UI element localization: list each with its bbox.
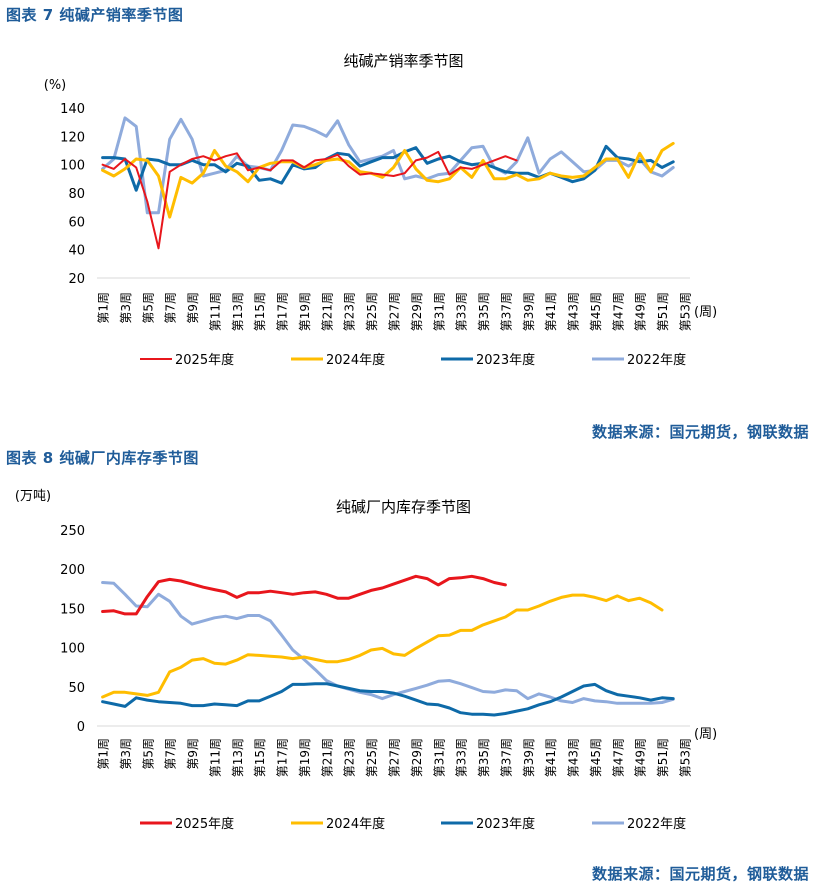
x-tick-label: 第51周 [656, 292, 670, 331]
x-tick-label: 第5周 [141, 292, 155, 324]
figure-7-source: 数据来源：国元期货，钢联数据 [591, 423, 809, 441]
figure-8-caption: 图表 8 纯碱厂内库存季节图 [6, 449, 199, 467]
x-tick-label: 第29周 [410, 292, 424, 331]
x-tick-label: 第7周 [164, 738, 178, 770]
chart-title: 纯碱产销率季节图 [343, 52, 463, 70]
x-tick-label: 第9周 [186, 738, 200, 770]
x-tick-label: 第39周 [522, 738, 536, 777]
x-tick-label: 第11周 [208, 292, 222, 331]
x-tick-label: 第25周 [365, 738, 379, 777]
y-tick-label: 250 [60, 524, 85, 539]
y-tick-label: 20 [68, 272, 85, 287]
y-axis-unit: (万吨) [15, 489, 51, 504]
x-tick-label: 第27周 [388, 738, 402, 777]
y-tick-label: 120 [60, 130, 85, 145]
y-tick-label: 60 [68, 215, 85, 230]
x-tick-label: 第21周 [320, 292, 334, 331]
x-tick-label: 第17周 [276, 738, 290, 777]
x-tick-label: 第43周 [567, 292, 581, 331]
figure-7-caption: 图表 7 纯碱产销率季节图 [6, 6, 184, 24]
series-line-2022年度 [101, 581, 675, 705]
x-tick-label: 第19周 [298, 738, 312, 777]
x-tick-label: 第25周 [365, 292, 379, 331]
y-tick-label: 200 [60, 563, 85, 578]
x-tick-label: 第53周 [678, 738, 692, 777]
x-axis-unit: (周) [694, 727, 717, 742]
x-tick-label: 第43周 [567, 738, 581, 777]
x-tick-label: 第51周 [656, 738, 670, 777]
x-tick-label: 第29周 [410, 738, 424, 777]
x-tick-label: 第33周 [455, 738, 469, 777]
y-tick-label: 100 [60, 642, 85, 657]
x-tick-label: 第31周 [432, 292, 446, 331]
legend-label: 2025年度 [175, 816, 234, 832]
y-axis-unit: (%) [44, 78, 67, 93]
x-tick-label: 第23周 [343, 738, 357, 777]
y-tick-label: 100 [60, 159, 85, 174]
legend-label: 2024年度 [326, 352, 385, 368]
x-tick-label: 第7周 [164, 292, 178, 324]
x-tick-label: 第35周 [477, 292, 491, 331]
y-tick-label: 40 [68, 244, 85, 259]
legend-label: 2024年度 [326, 816, 385, 832]
series-line-2023年度 [101, 682, 675, 717]
x-tick-label: 第39周 [522, 292, 536, 331]
x-tick-label: 第3周 [119, 738, 133, 770]
x-tick-label: 第53周 [678, 292, 692, 331]
x-tick-label: 第37周 [499, 292, 513, 331]
x-tick-label: 第47周 [611, 292, 625, 331]
sales-rate-seasonal-chart: 纯碱产销率季节图 (%) 20 40 60 80 100 120 140 第1周 第3周 第5周 第7周… [44, 52, 717, 368]
inventory-seasonal-chart: 纯碱厂内库存季节图 (万吨) 0 50 100 150 200 250 第1周 第3周 第5周 第7周… [15, 489, 717, 832]
legend-label: 2025年度 [175, 352, 234, 368]
x-tick-label: 第5周 [141, 738, 155, 770]
x-tick-label: 第45周 [589, 292, 603, 331]
x-tick-label: 第35周 [477, 738, 491, 777]
series-line-2024年度 [101, 593, 664, 699]
x-tick-label: 第49周 [634, 738, 648, 777]
x-tick-label: 第37周 [499, 738, 513, 777]
x-tick-label: 第1周 [97, 738, 111, 770]
legend-label: 2022年度 [627, 352, 686, 368]
y-tick-label: 50 [68, 681, 85, 696]
x-tick-label: 第9周 [186, 292, 200, 324]
x-tick-label: 第23周 [343, 292, 357, 331]
x-tick-label: 第15周 [253, 292, 267, 331]
x-axis-unit: (周) [694, 305, 717, 320]
legend-label: 2023年度 [476, 816, 535, 832]
x-tick-label: 第47周 [611, 738, 625, 777]
series-line-2024年度 [101, 141, 675, 219]
x-tick-label: 第19周 [298, 292, 312, 331]
x-tick-label: 第41周 [544, 738, 558, 777]
legend-label: 2022年度 [627, 816, 686, 832]
x-tick-label: 第45周 [589, 738, 603, 777]
series-line-2022年度 [101, 116, 675, 215]
chart-title: 纯碱厂内库存季节图 [336, 498, 471, 516]
x-tick-label: 第21周 [320, 738, 334, 777]
y-tick-label: 140 [60, 102, 85, 117]
x-tick-label: 第11周 [208, 738, 222, 777]
x-tick-label: 第27周 [388, 292, 402, 331]
series-line-2025年度 [101, 150, 518, 250]
x-tick-label: 第49周 [634, 292, 648, 331]
legend-label: 2023年度 [476, 352, 535, 368]
y-tick-label: 150 [60, 602, 85, 617]
y-tick-label: 80 [68, 187, 85, 202]
x-tick-label: 第3周 [119, 292, 133, 324]
series-line-2025年度 [101, 574, 507, 616]
x-tick-label: 第13周 [231, 738, 245, 777]
x-tick-label: 第1周 [97, 292, 111, 324]
series-line-2023年度 [101, 144, 675, 192]
figure-8-source: 数据来源：国元期货，钢联数据 [591, 865, 809, 883]
x-tick-label: 第17周 [276, 292, 290, 331]
x-tick-label: 第15周 [253, 738, 267, 777]
y-tick-label: 0 [77, 720, 85, 735]
x-tick-label: 第41周 [544, 292, 558, 331]
x-tick-label: 第13周 [231, 292, 245, 331]
x-tick-label: 第31周 [432, 738, 446, 777]
x-tick-label: 第33周 [455, 292, 469, 331]
